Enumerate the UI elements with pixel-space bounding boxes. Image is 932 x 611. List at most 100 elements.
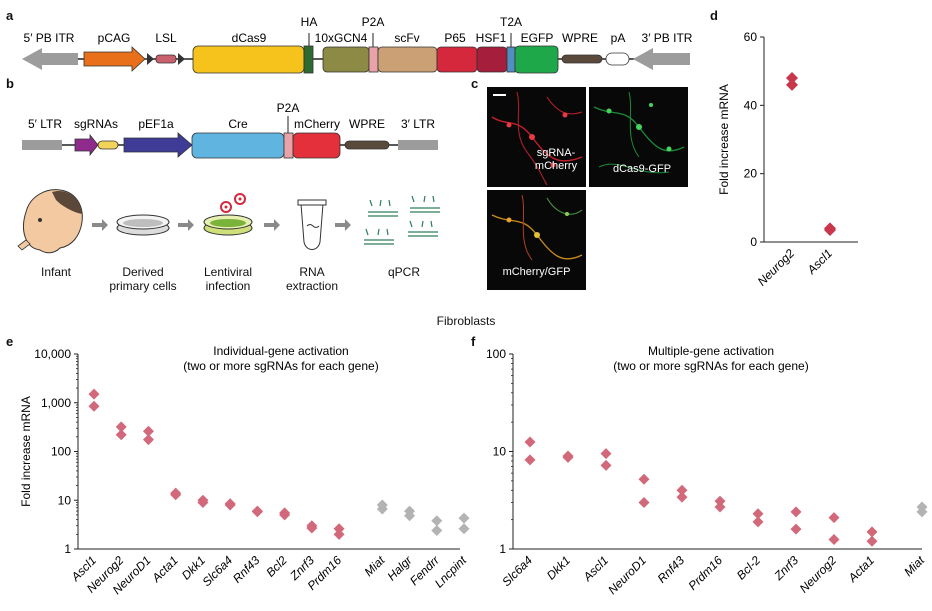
label-cre: Cre [228, 117, 248, 131]
label-3-pb-itr: 3′ PB ITR [642, 31, 693, 45]
panel-label-f: f [471, 334, 476, 349]
x-tick-label: Rnf43 [230, 553, 263, 586]
x-tick-label: Miat [361, 553, 387, 579]
workflow-label-infant: Infant [40, 265, 72, 279]
workflow-arrow-2 [178, 219, 194, 231]
gcn4-block [322, 46, 370, 73]
data-point [333, 528, 345, 540]
data-point [224, 499, 236, 511]
x-tick-label: Znrf3 [771, 553, 802, 584]
data-point [790, 523, 802, 535]
egfp-block [514, 45, 559, 74]
workflow-label-rna-extraction: RNA extraction [285, 265, 339, 293]
x-tick-label: Lncpint [432, 553, 470, 591]
workflow-arrow-3 [264, 219, 280, 231]
label-lsl: LSL [155, 31, 177, 45]
pef1a-arrow [123, 132, 193, 158]
data-point [431, 524, 443, 536]
data-point [600, 448, 612, 460]
y-tick-label: 100 [51, 445, 71, 459]
micrograph-gfp: dCas9-GFP [589, 87, 688, 187]
data-point [714, 501, 726, 513]
hsf1-block [476, 46, 508, 73]
label-pa: pA [611, 31, 626, 45]
label-5-ltr: 5′ LTR [28, 117, 62, 131]
data-point [458, 512, 470, 524]
section-title-fibroblasts: Fibroblasts [436, 314, 496, 328]
label-pcag: pCAG [98, 31, 131, 45]
label-p2a-b: P2A [277, 101, 300, 115]
data-point [638, 473, 650, 485]
y-tick-label: 20 [744, 167, 758, 181]
data-point [170, 489, 182, 501]
workflow-diagram [17, 189, 440, 254]
t2a-block [506, 46, 516, 73]
workflow-arrow-1 [92, 219, 108, 231]
lsl-stop [155, 54, 177, 64]
data-point [562, 451, 574, 463]
micrograph-mcherry: sgRNA- mCherry [487, 87, 586, 187]
data-point [458, 523, 470, 535]
tube-icon [297, 199, 327, 250]
x-tick-label: Bcl-2 [734, 553, 763, 582]
pb-itr-5-arrow [22, 48, 78, 70]
data-point [142, 425, 154, 437]
data-point [115, 429, 127, 441]
ha-block [303, 45, 314, 74]
label-p65: P65 [444, 31, 466, 45]
ltr-3-block [398, 140, 438, 150]
caption-dcas9-gfp: dCas9-GFP [612, 163, 672, 175]
chart-title: Individual-gene activation [213, 344, 348, 358]
data-point [88, 388, 100, 400]
workflow-arrow-4 [335, 219, 351, 231]
pb-itr-3-arrow [633, 48, 690, 70]
chart-title: Multiple-gene activation [648, 344, 774, 358]
sgrna-scaffold [97, 140, 119, 150]
data-point [790, 506, 802, 518]
y-axis-label: Fold increase mRNA [717, 84, 731, 195]
lsl-loxp-1 [147, 53, 154, 65]
sgrna-arrow [74, 133, 99, 157]
data-point [752, 516, 764, 528]
data-point [376, 503, 388, 515]
label-10xgcn4: 10xGCN4 [315, 31, 368, 45]
construct-b-diagram: 5′ LTR sgRNAs pEF1a Cre P2A mCherry WPRE… [22, 101, 438, 159]
label-wpre-b: WPRE [349, 117, 385, 131]
pcag-arrow [83, 46, 146, 72]
x-tick-label: Slc6a4 [499, 553, 535, 589]
data-point [142, 434, 154, 446]
lsl-loxp-2 [178, 53, 185, 65]
data-point [404, 510, 416, 522]
x-tick-label: Dkk1 [544, 553, 573, 582]
data-point [251, 506, 263, 518]
label-dcas9: dCas9 [232, 31, 267, 45]
label-p2a-a: P2A [362, 15, 385, 29]
label-3-ltr: 3′ LTR [401, 117, 435, 131]
data-point [916, 506, 928, 518]
x-tick-label: Acta1 [845, 553, 877, 585]
x-tick-label: Prdm16 [686, 553, 726, 593]
wpre-block-b [344, 140, 390, 150]
y-tick-label: 100 [486, 347, 506, 361]
workflow-label-primary-cells: Derived primary cells [109, 265, 177, 293]
x-tick-label: Rnf43 [655, 553, 688, 586]
label-sgrnas: sgRNAs [74, 117, 118, 131]
panel-label-a: a [6, 8, 14, 23]
chart-title: (two or more sgRNAs for each gene) [613, 359, 808, 373]
x-tick-label: Miat [901, 553, 927, 579]
data-point [676, 491, 688, 503]
panel-label-b: b [6, 76, 14, 91]
x-tick-label: Neurog2 [755, 246, 798, 289]
p65-block [436, 46, 478, 73]
chart-e: 1101001,00010,000Ascl1Neurog2NeuroD1Acta… [19, 344, 470, 597]
data-point [197, 496, 209, 508]
micrograph-merge: mCherry/GFP [487, 190, 586, 290]
mcherry-block [292, 132, 341, 159]
data-point [600, 459, 612, 471]
y-tick-label: 1 [64, 542, 71, 556]
data-point [524, 454, 536, 466]
data-point [88, 400, 100, 412]
y-tick-label: 10,000 [34, 347, 71, 361]
data-point [431, 515, 443, 527]
